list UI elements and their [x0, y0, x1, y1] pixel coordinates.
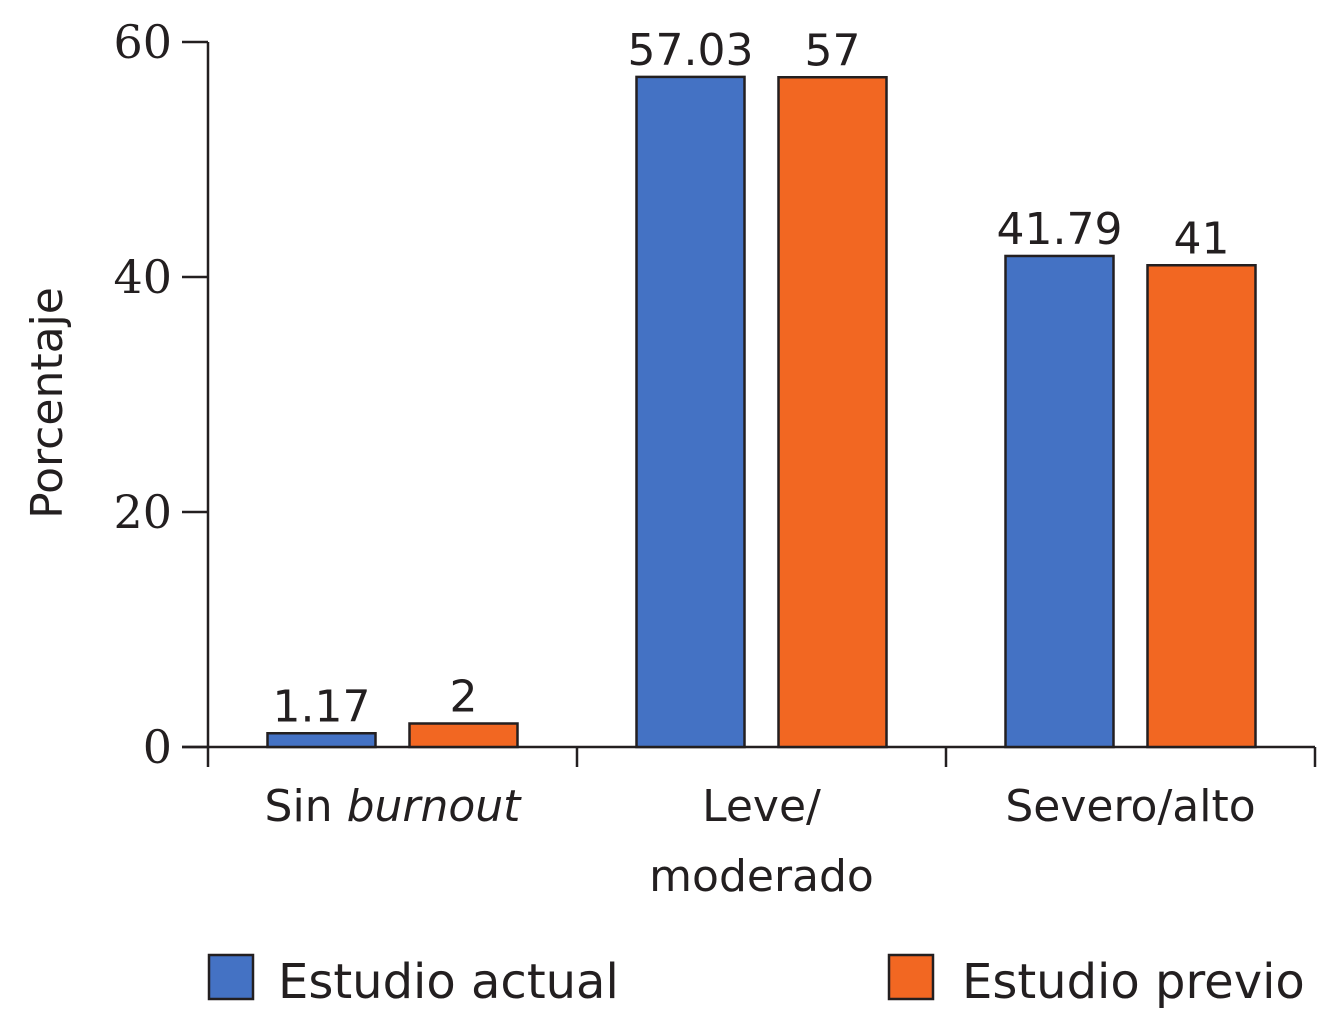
bar-estudio-actual — [266, 732, 377, 749]
legend-swatch — [207, 953, 255, 1001]
legend-swatch — [887, 953, 935, 1001]
bar-estudio-previo — [777, 76, 888, 749]
bars-group — [266, 75, 1257, 749]
category-labels-group: Sin burnout Leve/moderado Severo/alto — [265, 781, 1256, 902]
bar-estudio-actual — [635, 75, 746, 749]
bar-estudio-actual — [1004, 254, 1115, 749]
bar-value-label: 57.03 — [628, 25, 754, 76]
legend-label: Estudio previo — [962, 954, 1305, 1010]
legend: Estudio actual Estudio previo — [207, 953, 1305, 1010]
y-tick-label: 20 — [113, 485, 172, 539]
bar-value-label: 41.79 — [997, 204, 1123, 255]
y-axis-label: Porcentaje — [22, 287, 73, 519]
x-category-label: Sin burnout — [265, 781, 523, 832]
category-label-part: Sin — [265, 781, 347, 832]
value-labels-group: 1.17 2 57.03 57 41.79 41 — [273, 25, 1230, 732]
bar-value-label: 57 — [805, 25, 861, 76]
bar-value-label: 2 — [450, 672, 478, 723]
legend-label: Estudio actual — [278, 954, 619, 1010]
y-tick-label: 60 — [113, 15, 172, 69]
bar-estudio-previo — [1146, 264, 1257, 749]
x-category-label: Severo/alto — [1005, 781, 1255, 832]
category-label-line: Leve/ — [702, 781, 821, 832]
y-tick-label: 0 — [143, 720, 172, 774]
x-category-label: Leve/moderado — [649, 781, 874, 902]
category-label-line: Severo/alto — [1005, 781, 1255, 832]
y-tick-label: 40 — [113, 250, 172, 304]
category-label-line: moderado — [649, 851, 874, 902]
bar-value-label: 41 — [1174, 213, 1230, 264]
bar-estudio-previo — [408, 722, 519, 749]
category-label-part: burnout — [347, 781, 523, 832]
bar-value-label: 1.17 — [273, 681, 371, 732]
